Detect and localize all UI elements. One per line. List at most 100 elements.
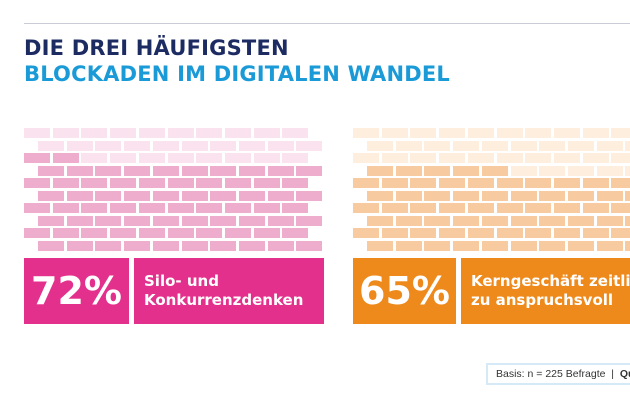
brick	[582, 203, 609, 213]
brick	[553, 153, 580, 163]
brick	[439, 228, 466, 238]
brick	[238, 240, 265, 251]
brick	[224, 128, 251, 138]
brick	[510, 215, 537, 226]
brick	[496, 228, 523, 238]
brick	[596, 190, 623, 201]
brick	[224, 178, 251, 188]
brick	[553, 128, 580, 138]
brick	[124, 215, 151, 226]
brick	[152, 165, 179, 176]
brick	[124, 190, 151, 201]
brick	[138, 153, 165, 163]
brick	[453, 165, 480, 176]
brick	[167, 128, 194, 138]
brick	[596, 240, 623, 251]
brick	[582, 153, 609, 163]
brick	[539, 190, 566, 201]
brick	[81, 203, 108, 213]
brick	[110, 128, 137, 138]
brick	[110, 153, 137, 163]
brick	[138, 203, 165, 213]
brick	[395, 165, 422, 176]
brick	[238, 215, 265, 226]
brick	[567, 190, 594, 201]
footer-note: Basis: n = 225 Befragte | Que	[486, 363, 630, 385]
brick	[24, 228, 50, 238]
brick	[367, 190, 393, 201]
brick	[95, 240, 122, 251]
brick	[410, 153, 437, 163]
brick	[196, 228, 223, 238]
brick	[138, 228, 165, 238]
brick	[210, 240, 237, 251]
brick	[367, 215, 393, 226]
brick	[481, 190, 508, 201]
brick	[181, 240, 208, 251]
brick	[224, 228, 251, 238]
brick	[481, 215, 508, 226]
brick	[95, 165, 122, 176]
brick	[152, 240, 179, 251]
label-box-silo: Silo- und Konkurrenzdenken	[134, 258, 324, 324]
brick	[367, 165, 393, 176]
brick	[625, 165, 630, 176]
brick	[81, 178, 108, 188]
brick	[95, 215, 122, 226]
brick	[296, 215, 323, 226]
brick	[282, 203, 309, 213]
brick	[611, 153, 630, 163]
brick	[152, 140, 179, 151]
brick	[196, 178, 223, 188]
brick	[210, 165, 237, 176]
brick	[238, 140, 265, 151]
brick	[24, 128, 50, 138]
label-line-2: zu anspruchsvoll	[471, 291, 614, 309]
brick	[567, 215, 594, 226]
label-box-kerngeschaeft: Kerngeschäft zeitlich zu anspruchsvoll	[461, 258, 630, 324]
brick	[167, 228, 194, 238]
brick	[381, 128, 408, 138]
brick	[496, 153, 523, 163]
brick	[453, 140, 480, 151]
brick	[238, 165, 265, 176]
brick	[539, 165, 566, 176]
brick	[167, 153, 194, 163]
brick	[296, 165, 323, 176]
brick	[510, 165, 537, 176]
brick	[424, 215, 451, 226]
brick	[24, 203, 50, 213]
brick	[496, 128, 523, 138]
brick	[52, 128, 79, 138]
brick	[395, 215, 422, 226]
brick	[196, 128, 223, 138]
brick	[267, 165, 294, 176]
brick	[582, 228, 609, 238]
brick	[381, 153, 408, 163]
brick	[525, 203, 552, 213]
brick	[196, 203, 223, 213]
brick	[596, 140, 623, 151]
brick	[625, 240, 630, 251]
brick	[95, 140, 122, 151]
brick	[52, 153, 79, 163]
brick	[238, 190, 265, 201]
brick	[611, 228, 630, 238]
brick	[467, 203, 494, 213]
brick	[439, 178, 466, 188]
brick-wall-kerngeschaeft	[353, 128, 630, 252]
brick	[38, 190, 64, 201]
brick	[296, 190, 323, 201]
brick	[138, 128, 165, 138]
brick	[282, 153, 309, 163]
brick	[539, 240, 566, 251]
brick	[296, 140, 323, 151]
brick	[496, 203, 523, 213]
brick	[481, 240, 508, 251]
brick	[353, 178, 379, 188]
brick	[282, 228, 309, 238]
brick	[181, 140, 208, 151]
brick	[467, 178, 494, 188]
title-line-2: BLOCKADEN IM DIGITALEN WANDEL	[24, 62, 450, 86]
brick	[410, 228, 437, 238]
